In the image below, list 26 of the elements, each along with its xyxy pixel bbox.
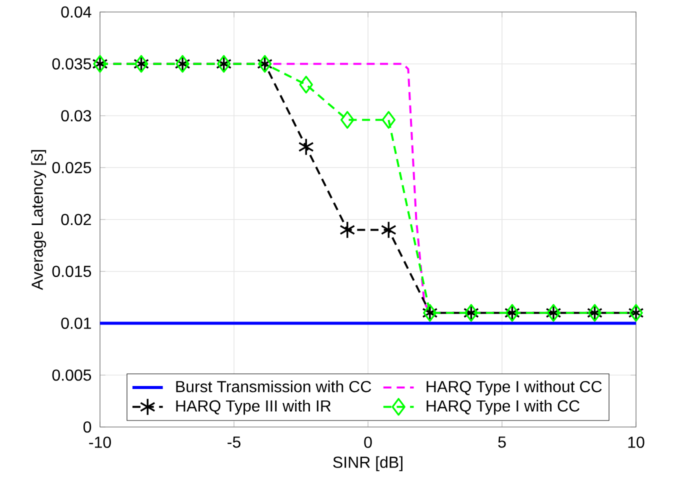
y-tick-label: 0: [83, 421, 92, 433]
x-tick-label: 10: [628, 436, 644, 448]
y-tick-label: 0.015: [52, 266, 92, 278]
point: [340, 111, 354, 129]
y-tick-label: 0.02: [61, 214, 91, 226]
legend-label: HARQ Type III with IR: [176, 400, 331, 415]
point: [299, 76, 313, 94]
x-tick-label: 0: [364, 436, 372, 448]
y-tick-label: 0.03: [61, 110, 92, 122]
point: [382, 111, 396, 129]
x-axis-title: SINR [dB]: [333, 456, 402, 472]
legend-label: Burst Transmission with CC: [176, 380, 372, 392]
y-tick-label: 0.025: [52, 162, 92, 174]
y-tick-label: 0.005: [52, 369, 92, 381]
y-axis-title: Average Latency [s]: [31, 150, 46, 290]
x-tick-label: -5: [228, 436, 240, 448]
x-tick-label: 5: [498, 436, 506, 448]
legend-label: HARQ Type I without CC: [426, 380, 602, 396]
y-tick-label: 0.035: [52, 58, 92, 70]
point: [380, 221, 396, 239]
y-tick-label: 0.04: [61, 6, 92, 18]
point: [340, 221, 356, 239]
point: [298, 138, 314, 156]
x-tick-label: -10: [89, 436, 111, 448]
legend-label: HARQ Type I with CC: [426, 400, 580, 415]
y-tick-label: 0.01: [61, 318, 91, 329]
